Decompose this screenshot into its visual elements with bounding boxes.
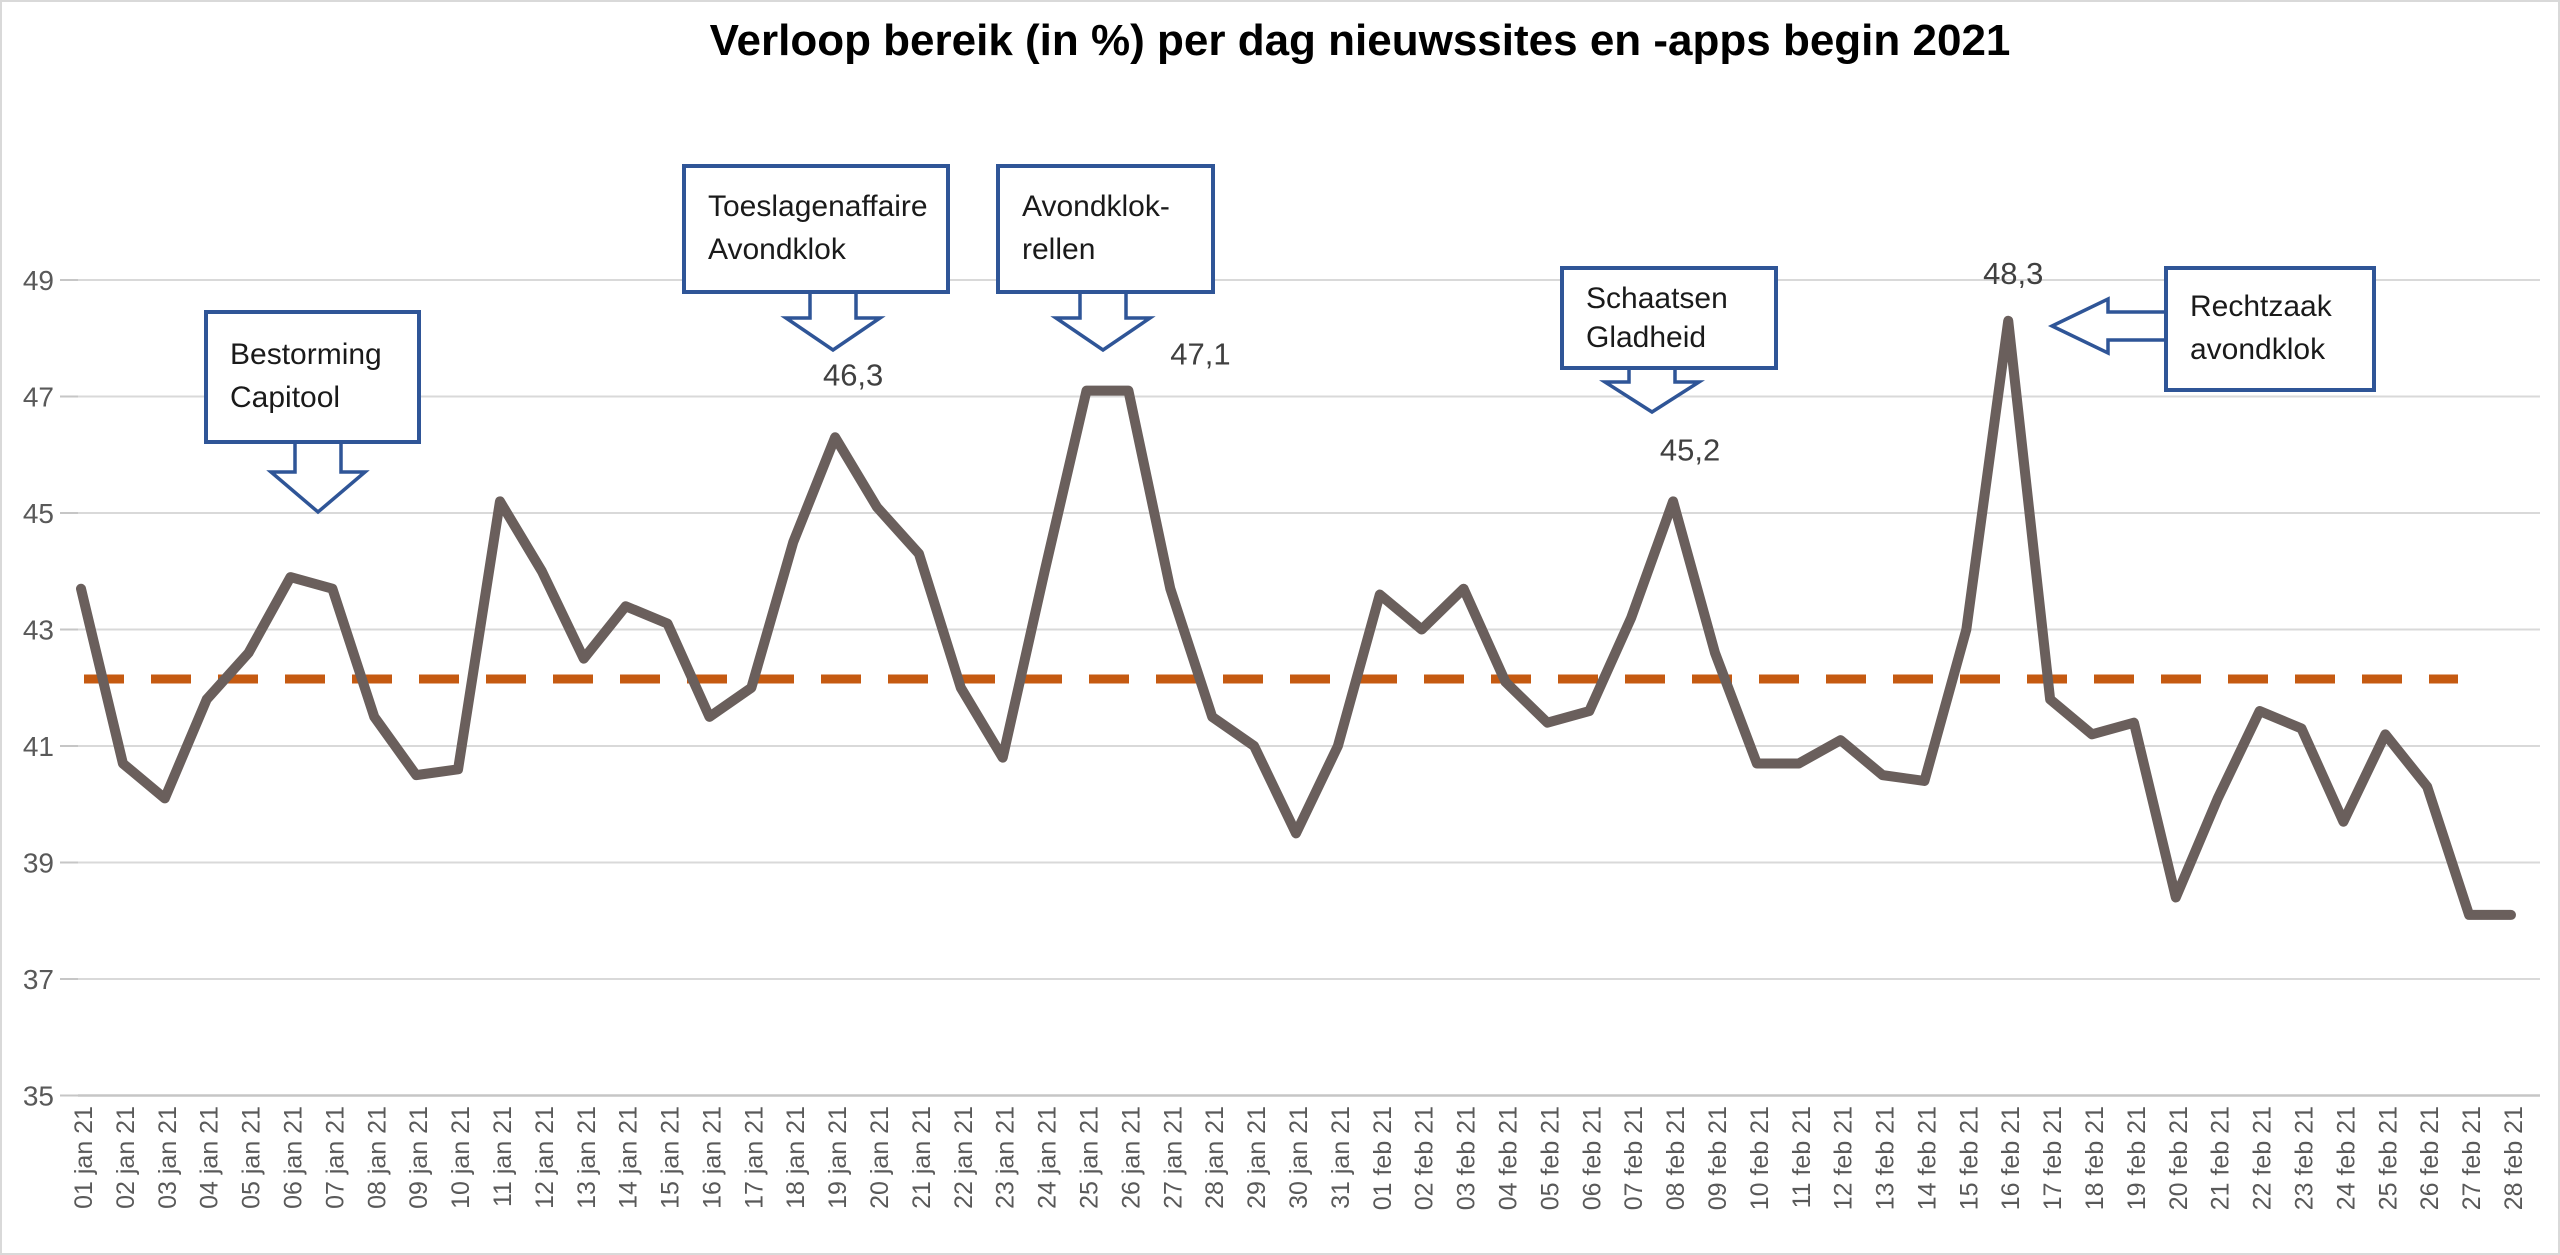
x-tick-label: 18 jan 21 bbox=[782, 1106, 810, 1209]
x-tick-label: 26 jan 21 bbox=[1117, 1106, 1145, 1209]
x-tick-label: 09 feb 21 bbox=[1704, 1106, 1732, 1210]
y-tick-label: 41 bbox=[23, 731, 54, 762]
x-tick-label: 24 jan 21 bbox=[1034, 1106, 1062, 1209]
x-tick-label: 05 feb 21 bbox=[1536, 1106, 1564, 1210]
x-tick-label: 11 jan 21 bbox=[489, 1106, 517, 1207]
x-tick-label: 06 feb 21 bbox=[1578, 1106, 1606, 1210]
x-tick-label: 22 jan 21 bbox=[950, 1106, 978, 1209]
callout-arrow-rechtzaak-avondklok bbox=[2047, 296, 2169, 356]
x-tick-label: 20 jan 21 bbox=[866, 1106, 894, 1209]
x-tick-label: 27 jan 21 bbox=[1159, 1106, 1187, 1209]
data-label: 48,3 bbox=[1983, 256, 2043, 291]
callout-text: Bestorming bbox=[230, 338, 382, 372]
x-tick-label: 15 jan 21 bbox=[657, 1106, 685, 1209]
x-tick-label: 15 feb 21 bbox=[1955, 1106, 1983, 1210]
x-tick-label: 18 feb 21 bbox=[2081, 1106, 2109, 1210]
x-tick-label: 04 jan 21 bbox=[196, 1106, 224, 1209]
x-tick-label: 08 feb 21 bbox=[1662, 1106, 1690, 1210]
callout-avondklok-rellen: Avondklok-rellen bbox=[996, 164, 1215, 294]
y-tick-label: 45 bbox=[23, 498, 54, 529]
data-label: 45,2 bbox=[1660, 432, 1720, 467]
y-tick-label: 49 bbox=[23, 265, 54, 296]
x-tick-label: 12 jan 21 bbox=[531, 1106, 559, 1209]
x-tick-label: 04 feb 21 bbox=[1494, 1106, 1522, 1210]
data-label: 47,1 bbox=[1170, 337, 1230, 372]
callout-rechtzaak-avondklok: Rechtzaak avondklok bbox=[2164, 266, 2376, 392]
x-tick-label: 14 feb 21 bbox=[1913, 1106, 1941, 1210]
series-line bbox=[76, 315, 2516, 920]
callout-text: rellen bbox=[1022, 233, 1096, 266]
x-tick-label: 16 jan 21 bbox=[698, 1106, 726, 1209]
x-tick-label: 25 jan 21 bbox=[1076, 1106, 1104, 1209]
x-tick-label: 01 jan 21 bbox=[70, 1106, 98, 1209]
x-tick-label: 27 feb 21 bbox=[2458, 1106, 2486, 1210]
y-tick-label: 47 bbox=[23, 382, 54, 413]
x-tick-label: 28 feb 21 bbox=[2500, 1106, 2528, 1210]
callout-text: avondklok bbox=[2190, 333, 2326, 366]
x-tick-label: 25 feb 21 bbox=[2374, 1106, 2402, 1210]
x-tick-label: 13 feb 21 bbox=[1872, 1106, 1900, 1210]
x-tick-label: 26 feb 21 bbox=[2416, 1106, 2444, 1210]
x-tick-label: 12 feb 21 bbox=[1830, 1106, 1858, 1210]
x-tick-label: 24 feb 21 bbox=[2332, 1106, 2360, 1210]
y-tick-label: 43 bbox=[23, 615, 54, 646]
x-tick-label: 05 jan 21 bbox=[238, 1106, 266, 1209]
data-label: 46,3 bbox=[823, 357, 883, 392]
x-tick-label: 23 jan 21 bbox=[992, 1106, 1020, 1209]
callout-text: Toeslagenaffaire bbox=[708, 190, 928, 224]
x-tick-label: 03 feb 21 bbox=[1453, 1106, 1481, 1210]
callout-arrow-schaatsen-gladheid bbox=[1599, 365, 1705, 415]
x-tick-label: 21 jan 21 bbox=[908, 1106, 936, 1209]
callout-schaatsen-gladheid: Schaatsen Gladheid bbox=[1560, 266, 1778, 370]
x-tick-label: 31 jan 21 bbox=[1327, 1106, 1355, 1209]
x-tick-label: 09 jan 21 bbox=[405, 1106, 433, 1209]
y-tick-label: 35 bbox=[23, 1081, 54, 1112]
callout-arrow-toeslagenaffaire-avondklok bbox=[780, 289, 886, 353]
callout-bestorming-capitool: Bestorming Capitool bbox=[204, 310, 421, 444]
x-tick-label: 11 feb 21 bbox=[1788, 1106, 1816, 1208]
callout-arrow-avondklok-rellen bbox=[1050, 289, 1156, 353]
x-tick-label: 16 feb 21 bbox=[1997, 1106, 2025, 1210]
x-tick-label: 07 jan 21 bbox=[321, 1106, 349, 1209]
x-tick-label: 19 feb 21 bbox=[2123, 1106, 2151, 1210]
x-tick-label: 02 jan 21 bbox=[112, 1106, 140, 1209]
x-tick-label: 06 jan 21 bbox=[279, 1106, 307, 1209]
callout-text: Gladheid bbox=[1586, 321, 1707, 354]
x-tick-label: 21 feb 21 bbox=[2207, 1106, 2235, 1210]
x-tick-label: 17 feb 21 bbox=[2039, 1106, 2067, 1210]
y-tick-label: 39 bbox=[23, 848, 54, 879]
x-tick-label: 20 feb 21 bbox=[2165, 1106, 2193, 1210]
x-tick-label: 02 feb 21 bbox=[1411, 1106, 1439, 1210]
callout-text: Avondklok- bbox=[1022, 190, 1170, 224]
x-tick-label: 30 jan 21 bbox=[1285, 1106, 1313, 1209]
x-tick-label: 08 jan 21 bbox=[363, 1106, 391, 1209]
x-tick-label: 14 jan 21 bbox=[615, 1106, 643, 1209]
x-tick-label: 07 feb 21 bbox=[1620, 1106, 1648, 1210]
x-tick-label: 17 jan 21 bbox=[740, 1106, 768, 1209]
callout-arrow-bestorming-capitool bbox=[266, 439, 370, 515]
x-tick-label: 22 feb 21 bbox=[2249, 1106, 2277, 1210]
callout-text: Rechtzaak bbox=[2190, 290, 2332, 324]
callout-text: Capitool bbox=[230, 381, 341, 414]
x-tick-label: 01 feb 21 bbox=[1369, 1106, 1397, 1210]
y-tick-label: 37 bbox=[23, 964, 54, 995]
x-tick-label: 29 jan 21 bbox=[1243, 1106, 1271, 1209]
x-tick-label: 03 jan 21 bbox=[154, 1106, 182, 1209]
x-tick-label: 28 jan 21 bbox=[1201, 1106, 1229, 1209]
x-tick-label: 10 feb 21 bbox=[1746, 1106, 1774, 1210]
x-tick-label: 13 jan 21 bbox=[573, 1106, 601, 1209]
x-tick-label: 23 feb 21 bbox=[2291, 1106, 2319, 1210]
callout-toeslagenaffaire-avondklok: Toeslagenaffaire Avondklok bbox=[682, 164, 950, 294]
callout-text: Avondklok bbox=[708, 233, 846, 266]
chart-title: Verloop bereik (in %) per dag nieuwssite… bbox=[709, 16, 2011, 65]
callout-text: Schaatsen bbox=[1586, 282, 1728, 315]
x-tick-label: 10 jan 21 bbox=[447, 1106, 475, 1209]
x-tick-label: 19 jan 21 bbox=[824, 1106, 852, 1209]
